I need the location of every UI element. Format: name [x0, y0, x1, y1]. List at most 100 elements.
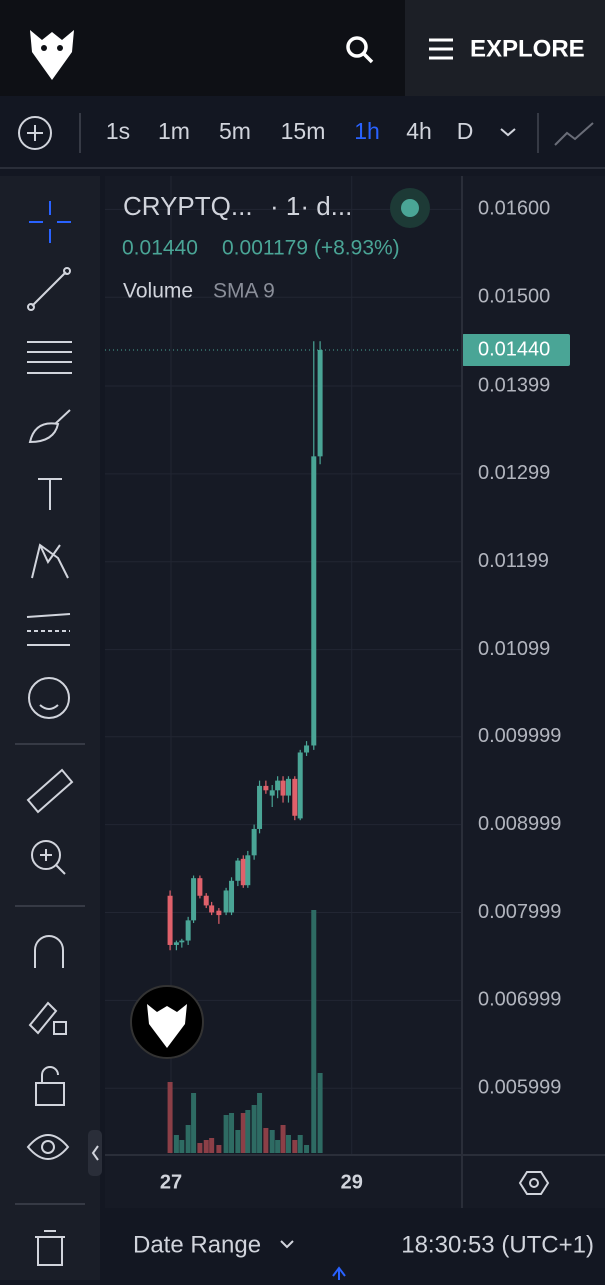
price-change: 0.001179 (+8.93%) — [222, 237, 400, 260]
interval-button[interactable]: 1h — [354, 118, 380, 144]
y-tick-label: 0.01399 — [478, 374, 550, 396]
candle-body — [245, 855, 251, 886]
volume-bar — [269, 1130, 275, 1153]
lock-drawing-tool[interactable] — [28, 1001, 67, 1035]
candle-body — [235, 860, 241, 881]
candle-body — [173, 942, 179, 945]
status-dot — [401, 199, 419, 217]
tool-panel — [0, 176, 100, 1280]
volume-bar — [179, 1140, 185, 1153]
prediction-tool[interactable] — [26, 613, 71, 646]
add-icon[interactable] — [18, 116, 52, 150]
magnet-tool[interactable] — [34, 935, 64, 968]
volume-bar — [167, 1082, 173, 1153]
zoom-tool[interactable] — [31, 840, 66, 875]
candle-body — [179, 940, 185, 943]
volume-bar — [275, 1140, 281, 1153]
y-tick-label: 0.007999 — [478, 901, 561, 923]
interval-button[interactable]: 1s — [106, 118, 130, 144]
volume-bar — [185, 1125, 191, 1153]
date-range-arrow[interactable] — [280, 1240, 294, 1249]
settings-icon[interactable] — [518, 1171, 550, 1195]
candle-body — [203, 895, 209, 906]
x-tick-label: 27 — [160, 1171, 182, 1193]
indicator-name: Volume — [123, 280, 193, 303]
volume-bar — [216, 1145, 222, 1153]
volume-bar — [223, 1115, 229, 1153]
candle-body — [269, 790, 275, 796]
last-price-tag — [462, 334, 570, 367]
last-price-label: 0.01440 — [478, 338, 550, 360]
interval-button[interactable]: 4h — [406, 118, 432, 144]
volume-bar — [297, 1135, 303, 1153]
symbol-detail: · 1· d... — [270, 191, 352, 221]
volume-bar — [251, 1105, 257, 1153]
candle-body — [216, 910, 222, 916]
candle-body — [209, 905, 215, 913]
candle-body — [285, 778, 291, 796]
candle-body — [311, 456, 317, 746]
volume-bar — [203, 1140, 209, 1153]
volume-bar — [209, 1138, 215, 1153]
candle-body — [191, 878, 197, 921]
date-range[interactable]: Date Range — [133, 1231, 261, 1258]
emoji-tool[interactable] — [28, 677, 70, 719]
volume-bar — [280, 1125, 286, 1153]
volume-bar — [229, 1113, 235, 1153]
fib-tool[interactable] — [27, 341, 72, 374]
more-intervals[interactable] — [500, 128, 516, 137]
interval-button[interactable]: 5m — [219, 118, 251, 144]
visibility-tool[interactable] — [26, 1134, 70, 1160]
volume-bar — [285, 1135, 291, 1153]
y-tick-label: 0.009999 — [478, 725, 561, 747]
indicator-detail: SMA 9 — [213, 280, 275, 303]
y-tick-label: 0.01500 — [478, 286, 550, 308]
interval-button[interactable]: D — [457, 118, 474, 144]
symbol[interactable]: CRYPTQ... — [123, 191, 253, 221]
interval-button[interactable]: 1m — [158, 118, 190, 144]
explore-button[interactable]: EXPLORE — [470, 35, 585, 62]
volume-bar — [311, 910, 317, 1153]
candle-body — [257, 785, 263, 829]
lock-tool[interactable] — [35, 1066, 65, 1106]
search-icon[interactable] — [346, 36, 374, 64]
ruler-tool[interactable] — [26, 768, 74, 814]
brush-tool[interactable] — [28, 409, 71, 444]
interval-button[interactable]: 15m — [281, 118, 326, 144]
delete-tool[interactable] — [35, 1230, 65, 1266]
collapse-arrow[interactable] — [91, 1145, 99, 1161]
scroll-up[interactable] — [332, 1266, 346, 1280]
footer — [105, 1208, 605, 1280]
candle-body — [167, 895, 173, 945]
clock: 18:30:53 (UTC+1) — [401, 1231, 594, 1258]
volume-bar — [317, 1073, 323, 1153]
volume-bar — [235, 1130, 241, 1153]
candle-body — [304, 745, 310, 753]
volume-bar — [173, 1135, 179, 1153]
chart-type-icon[interactable] — [554, 122, 594, 146]
collapse-handle[interactable] — [88, 1130, 102, 1176]
candle-body — [229, 880, 235, 913]
volume-bar — [245, 1110, 251, 1153]
y-tick-label: 0.008999 — [478, 813, 561, 835]
last-price: 0.01440 — [122, 237, 198, 260]
candle-body — [240, 858, 246, 886]
y-tick-label: 0.01600 — [478, 198, 550, 220]
candle-body — [197, 878, 203, 896]
y-tick-label: 0.01099 — [478, 638, 550, 660]
y-tick-label: 0.006999 — [478, 989, 561, 1011]
volume-bar — [197, 1143, 203, 1153]
x-tick-label: 29 — [341, 1171, 363, 1193]
candle-body — [275, 780, 281, 791]
volume-bar — [292, 1140, 298, 1153]
pattern-tool[interactable] — [31, 543, 69, 579]
logo[interactable] — [30, 30, 74, 80]
menu-icon[interactable] — [429, 38, 453, 60]
candle-body — [317, 350, 323, 457]
line-tool[interactable] — [27, 267, 71, 311]
volume-bar — [191, 1093, 197, 1153]
crosshair-tool[interactable] — [29, 201, 71, 243]
text-tool[interactable] — [38, 478, 62, 510]
